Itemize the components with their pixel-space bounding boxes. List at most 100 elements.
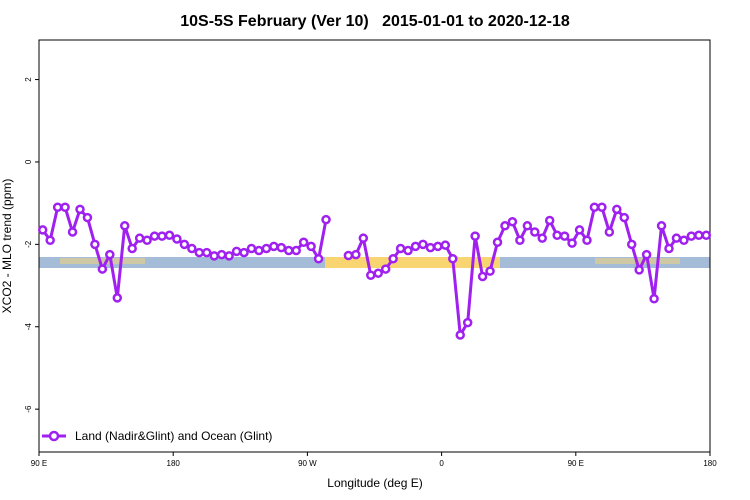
data-point (380, 264, 391, 274)
x-axis-label: Longitude (deg E) (327, 476, 422, 490)
data-point (127, 243, 137, 254)
surface-strip (39, 257, 710, 268)
data-point (269, 241, 279, 252)
land-band (325, 257, 500, 268)
data-point (157, 231, 167, 241)
data-point (619, 212, 630, 223)
data-point (425, 242, 436, 253)
y-axis-label: XCO2 - MLO trend (ppm) (0, 179, 14, 314)
data-point (433, 241, 443, 252)
data-point (671, 233, 682, 243)
chart-title: 10S-5S February (Ver 10) 2015-01-01 to 2… (180, 13, 570, 30)
data-point (52, 202, 63, 213)
data-point (589, 202, 600, 213)
data-point (105, 249, 115, 260)
data-point (567, 238, 577, 248)
data-point (276, 242, 287, 253)
data-point (507, 216, 518, 227)
legend: Land (Nadir&Glint) and Ocean (Glint) (42, 429, 272, 443)
data-point (522, 221, 533, 231)
data-point (358, 233, 369, 243)
data-point (97, 264, 108, 274)
data-point (388, 254, 398, 264)
data-point (216, 249, 227, 260)
legend-label: Land (Nadir&Glint) and Ocean (Glint) (75, 429, 272, 443)
data-point (552, 230, 562, 241)
x-tick-label: 0 (439, 459, 444, 468)
data-point (500, 221, 510, 231)
data-point (544, 215, 555, 226)
data-point (559, 231, 570, 241)
data-point (45, 235, 55, 245)
data-point (239, 247, 249, 258)
data-point (112, 293, 123, 303)
data-point (306, 241, 316, 252)
data-point (373, 268, 383, 278)
data-point (149, 231, 160, 241)
data-point (313, 254, 324, 264)
data-point (679, 235, 689, 245)
data-point (485, 266, 495, 276)
data-point (179, 239, 190, 250)
x-tick-label: 90 W (298, 459, 317, 468)
data-point (343, 250, 354, 261)
data-point (67, 227, 78, 237)
land-band (60, 258, 145, 264)
data-point (462, 317, 473, 328)
data-point (202, 247, 212, 258)
data-point (90, 239, 100, 250)
data-point (119, 221, 130, 231)
data-point (60, 202, 70, 213)
data-point (604, 227, 615, 237)
data-point (530, 227, 540, 237)
data-point (656, 221, 667, 231)
data-point (477, 271, 488, 282)
data-point (291, 245, 301, 256)
data-point (686, 231, 697, 241)
data-point (366, 270, 376, 281)
data-point (172, 234, 182, 244)
x-tick-label: 90 E (568, 459, 584, 468)
y-tick-label: -6 (24, 405, 33, 413)
x-tick-label: 180 (167, 459, 181, 468)
legend-marker (48, 430, 60, 442)
data-point (448, 254, 458, 264)
data-point (649, 293, 659, 304)
data-point (515, 235, 525, 245)
data-point (597, 202, 607, 213)
data-point (254, 245, 264, 256)
x-tick-label: 90 E (31, 459, 47, 468)
y-tick-label: -4 (24, 323, 33, 331)
data-point (455, 330, 465, 340)
data-point (37, 225, 48, 235)
data-point (641, 249, 652, 260)
data-point (298, 237, 309, 248)
data-point (164, 230, 175, 241)
data-point (321, 214, 331, 225)
data-point (664, 243, 674, 254)
data-point (351, 249, 361, 260)
data-point (574, 225, 585, 235)
data-point (537, 233, 547, 243)
data-point (246, 243, 257, 254)
x-tick-label: 180 (703, 459, 717, 468)
y-tick-label: -2 (24, 240, 33, 248)
data-point (187, 243, 197, 254)
data-point (634, 265, 644, 275)
y-tick-label: 2 (24, 77, 33, 82)
data-point (470, 231, 480, 241)
data-point (395, 243, 406, 254)
data-point (82, 212, 93, 223)
data-point (224, 251, 234, 261)
data-point (261, 243, 272, 254)
data-point (612, 204, 622, 215)
data-point (418, 239, 428, 250)
data-point (142, 235, 152, 245)
data-point (231, 246, 242, 257)
data-point (134, 233, 145, 243)
data-point (209, 251, 219, 261)
data-point (582, 235, 592, 245)
data-point (626, 239, 637, 250)
data-point (694, 230, 704, 241)
